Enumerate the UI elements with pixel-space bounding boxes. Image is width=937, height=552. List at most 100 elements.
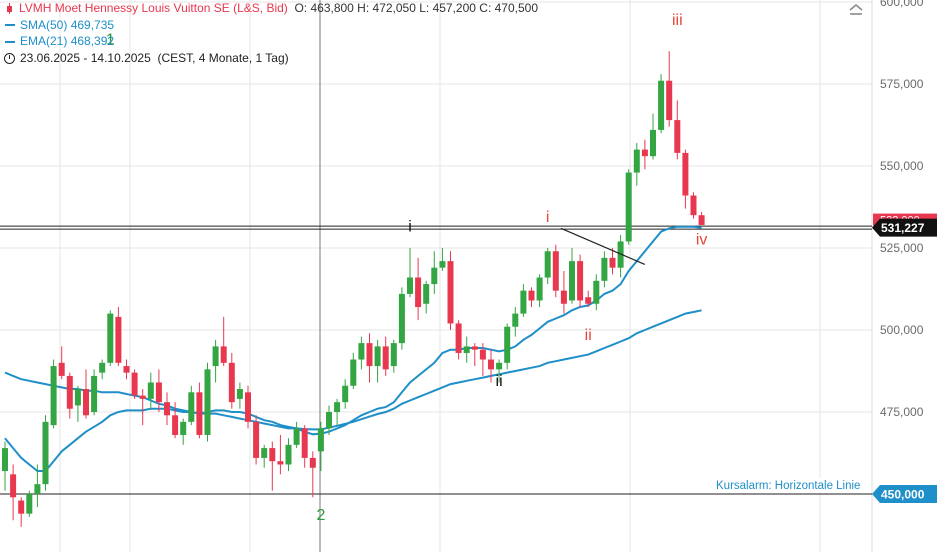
candle-body: [342, 385, 349, 403]
period-detail: (CEST, 4 Monate, 1 Tag): [157, 50, 289, 65]
candle: [512, 307, 519, 337]
candle: [447, 251, 454, 330]
candle: [415, 257, 422, 321]
candle-body: [269, 448, 276, 462]
candle: [66, 372, 73, 419]
legend-ema-row[interactable]: EMA(21) 468,392: [4, 33, 538, 50]
wave-label-red: iv: [696, 232, 708, 249]
candle-body: [245, 392, 251, 422]
legend-sma-row[interactable]: SMA(50) 469,735: [4, 17, 538, 34]
sma-swatch: [5, 24, 15, 27]
candle-body: [682, 152, 689, 196]
candle-body: [155, 382, 162, 403]
candle: [407, 248, 413, 298]
candle-body: [91, 375, 98, 412]
candle-body: [131, 372, 138, 396]
candle-body: [172, 415, 179, 435]
y-tick-label: 575,000: [880, 77, 924, 91]
candle: [633, 143, 640, 186]
candle-body: [552, 251, 559, 291]
candle: [326, 405, 332, 435]
candle: [593, 274, 600, 311]
moving-average-lines: [4, 225, 702, 472]
candle-body: [504, 326, 511, 363]
candle: [609, 248, 616, 275]
wave-label-red: i: [546, 209, 550, 226]
current-price-tag: 531,227: [881, 221, 925, 235]
candle: [423, 280, 430, 314]
period-range: 23.06.2025 - 14.10.2025: [20, 50, 151, 65]
candle: [601, 251, 608, 288]
candle-icon: [5, 3, 14, 15]
candle: [650, 113, 656, 160]
candle-body: [609, 257, 616, 268]
chart-legend: LVMH Moet Hennessy Louis Vuitton SE (L&S…: [4, 0, 538, 66]
current-price-tag-bg: [872, 218, 937, 237]
candle-body: [220, 346, 227, 363]
candle: [204, 362, 211, 442]
candle-body: [50, 366, 57, 426]
candle-body: [512, 313, 519, 327]
chevron-up-icon[interactable]: [846, 1, 866, 17]
candle: [439, 248, 446, 271]
candle: [131, 369, 138, 399]
candle: [309, 451, 316, 498]
candle: [569, 248, 575, 304]
candle: [674, 100, 681, 160]
candle: [382, 336, 389, 376]
candle-body: [666, 80, 673, 121]
candle: [261, 444, 268, 468]
candle: [536, 274, 543, 308]
alarm-label-bg: [712, 478, 868, 492]
candle-body: [698, 215, 705, 226]
candle-body: [164, 402, 170, 416]
candle: [285, 438, 292, 472]
candle: [528, 287, 535, 308]
candle-body: [601, 257, 608, 281]
y-tick-label: 600,000: [880, 0, 924, 9]
candle-body: [212, 346, 219, 367]
candle: [188, 385, 195, 426]
candle: [479, 343, 486, 376]
candle-body: [334, 402, 341, 412]
candle-body: [261, 448, 268, 458]
ema-21-line: [4, 225, 702, 472]
candle: [107, 310, 114, 367]
candle: [698, 211, 705, 226]
candle: [115, 307, 122, 367]
candle-body: [277, 461, 284, 465]
candle: [334, 398, 341, 426]
candle-body: [528, 290, 535, 301]
candle-body: [407, 277, 413, 294]
candle: [317, 421, 324, 472]
candle: [431, 251, 438, 294]
candle-body: [423, 284, 430, 304]
candle: [666, 51, 673, 127]
candle-body: [674, 120, 681, 153]
candle-body: [577, 261, 584, 301]
candle-body: [439, 261, 446, 268]
candle-body: [455, 323, 462, 353]
ema-label: EMA(21): [20, 34, 68, 48]
candle-body: [18, 500, 25, 514]
legend-period-row: 23.06.2025 - 14.10.2025 (CEST, 4 Monate,…: [4, 50, 538, 67]
trend-line: [560, 227, 646, 265]
instrument-title: LVMH Moet Hennessy Louis Vuitton SE (L&S…: [19, 1, 288, 15]
sma-label: SMA(50): [20, 17, 68, 32]
candle: [496, 359, 503, 383]
ema-swatch: [5, 40, 15, 43]
candle-body: [66, 375, 73, 409]
candle: [560, 270, 567, 314]
candle: [139, 389, 146, 426]
candle: [366, 333, 373, 383]
candle-body: [585, 297, 592, 304]
wave-label-green: 1: [106, 32, 115, 49]
candle-body: [309, 457, 316, 468]
candle: [18, 497, 25, 527]
candle-body: [326, 412, 332, 429]
candle-body: [544, 251, 551, 278]
candle: [544, 248, 551, 285]
candle-body: [236, 389, 243, 399]
